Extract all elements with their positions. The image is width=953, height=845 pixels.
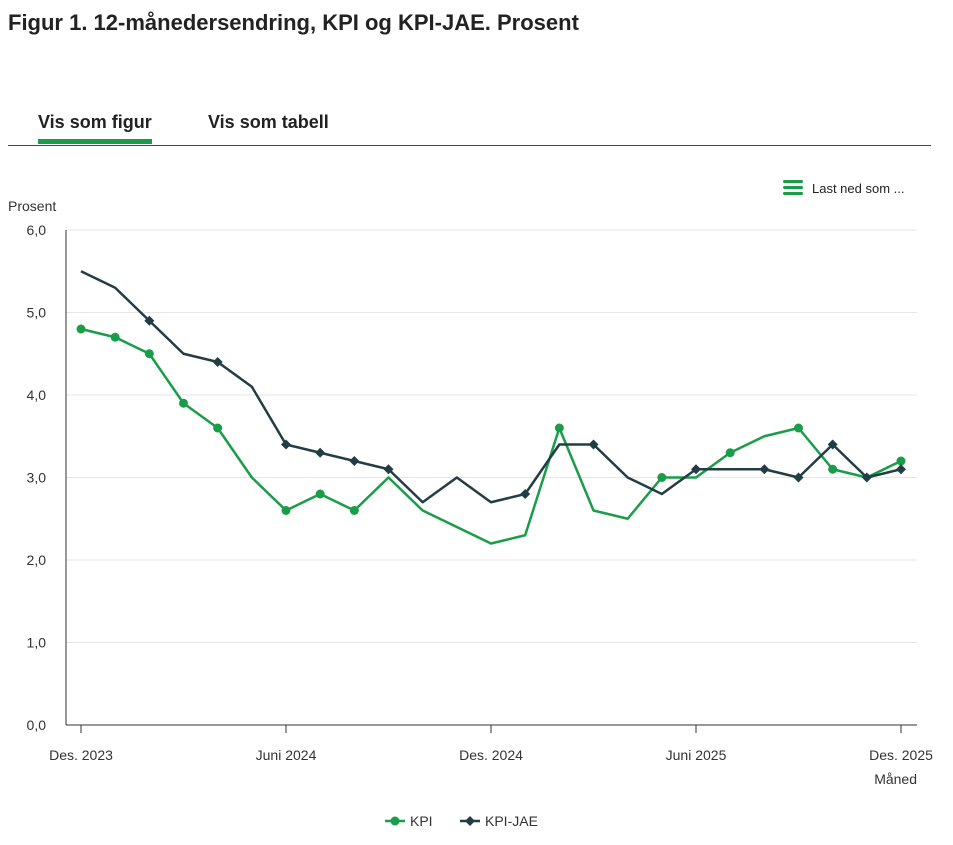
x-axis-title: Måned	[874, 771, 917, 787]
y-tick-label: 6,0	[27, 222, 47, 238]
series-line-kpi	[80, 327, 902, 545]
x-tick-label: Des. 2025	[869, 747, 933, 763]
tab-figure[interactable]: Vis som figur	[38, 112, 152, 144]
data-point	[281, 439, 291, 450]
data-point	[759, 464, 770, 475]
data-point	[315, 489, 325, 499]
data-point	[793, 472, 804, 483]
x-tick-label: Juni 2024	[256, 747, 317, 763]
view-tabs: Vis som figur Vis som tabell	[8, 110, 931, 146]
data-point	[349, 506, 359, 515]
x-tick-label: Des. 2023	[49, 747, 113, 763]
data-point	[144, 315, 155, 326]
legend-item-kpi[interactable]: KPI	[410, 813, 433, 829]
y-tick-label: 5,0	[27, 305, 47, 321]
y-axis-title: Prosent	[8, 198, 56, 214]
legend-item-kpi-jae[interactable]: KPI-JAE	[485, 813, 538, 829]
tab-table[interactable]: Vis som tabell	[208, 112, 329, 132]
y-tick-label: 1,0	[27, 635, 47, 651]
y-tick-label: 2,0	[27, 552, 47, 568]
legend-marker	[390, 816, 400, 826]
data-point	[144, 349, 154, 359]
data-point	[828, 464, 838, 474]
x-tick-label: Des. 2024	[459, 747, 523, 763]
data-point	[827, 439, 838, 450]
data-point	[861, 472, 872, 483]
menu-icon	[783, 180, 803, 195]
data-point	[896, 456, 906, 466]
y-tick-label: 0,0	[27, 717, 47, 733]
data-point	[213, 423, 223, 433]
legend-marker	[465, 816, 475, 826]
data-point	[588, 439, 599, 450]
data-point	[554, 423, 564, 433]
download-label: Last ned som ...	[812, 180, 905, 196]
y-tick-label: 4,0	[27, 387, 47, 403]
data-point	[657, 473, 667, 482]
data-point	[383, 464, 394, 475]
data-point	[281, 506, 291, 515]
data-point	[725, 448, 735, 458]
data-point	[315, 447, 326, 458]
data-point	[349, 456, 360, 466]
y-tick-label: 3,0	[27, 470, 47, 486]
data-point	[691, 464, 701, 475]
data-point	[794, 423, 803, 433]
x-tick-label: Juni 2025	[666, 747, 727, 763]
data-point	[76, 324, 86, 334]
download-button[interactable]: Last ned som ...	[783, 180, 905, 196]
data-point	[179, 398, 188, 408]
data-point	[896, 464, 906, 475]
page-title: Figur 1. 12-månedersendring, KPI og KPI-…	[8, 10, 579, 35]
data-point	[520, 489, 531, 499]
series-line-kpi-jae	[80, 270, 902, 504]
data-point	[110, 332, 120, 342]
data-point	[212, 357, 223, 367]
